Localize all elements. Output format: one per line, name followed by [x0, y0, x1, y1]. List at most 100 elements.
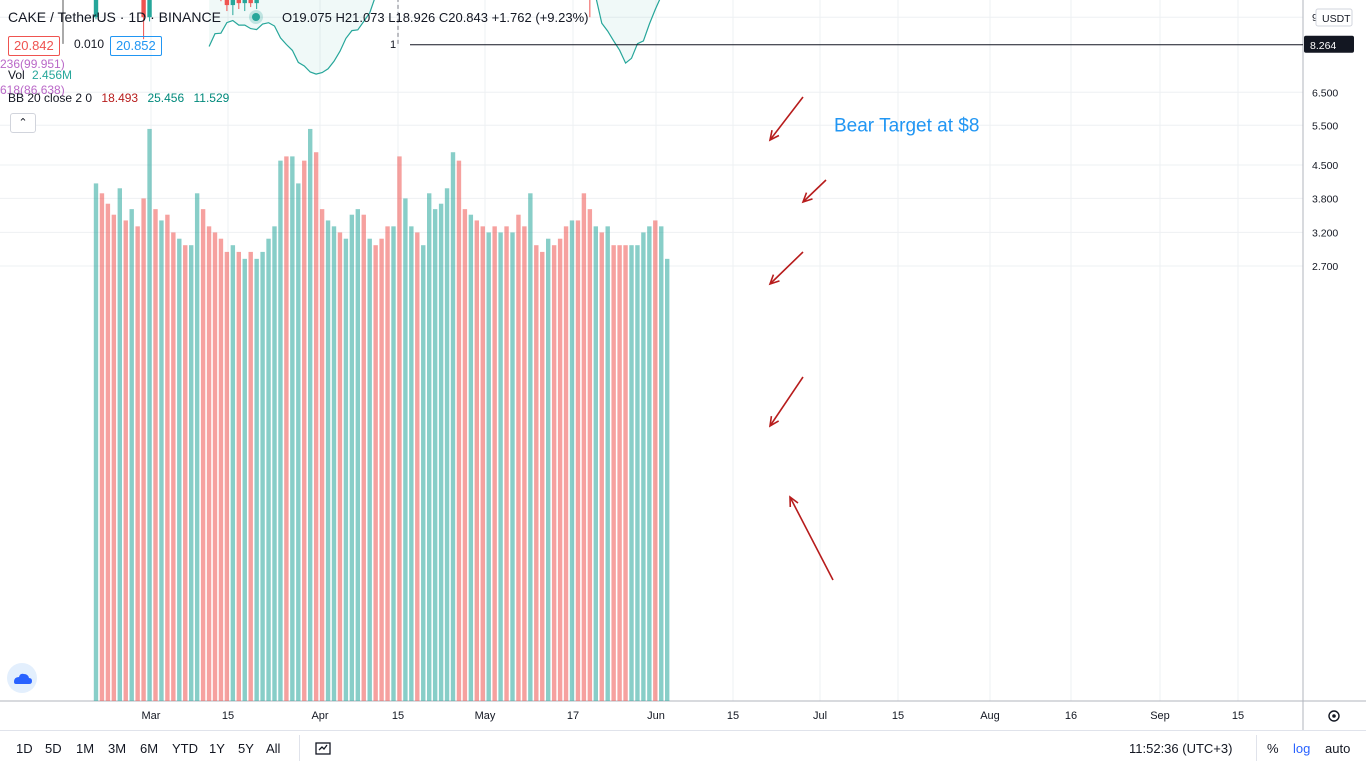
range-1y-button[interactable]: 1Y	[209, 741, 225, 756]
compare-icon[interactable]	[314, 739, 332, 760]
volume-bar	[409, 226, 414, 701]
volume-bar	[284, 156, 289, 701]
volume-bar	[331, 226, 337, 701]
volume-bar	[183, 245, 188, 701]
volume-bar	[653, 220, 658, 701]
volume-bar	[492, 226, 497, 701]
volume-bar	[397, 156, 402, 701]
market-open-dot	[252, 13, 260, 21]
volume-bar	[456, 160, 462, 701]
volume-bar	[230, 245, 236, 701]
auto-toggle[interactable]: auto	[1325, 741, 1351, 756]
candle-body	[147, 0, 152, 18]
volume-bar	[159, 220, 164, 701]
volume-bar	[468, 214, 474, 701]
range-3m-button[interactable]: 3M	[108, 741, 127, 756]
volume-bar	[218, 238, 224, 701]
price-tick-label: 6.500	[1312, 87, 1338, 99]
volume-bar	[93, 183, 99, 701]
price-tick-label: 2.700	[1312, 261, 1338, 273]
volume-bar	[427, 193, 432, 702]
volume-bar	[313, 152, 319, 701]
cloud-logo-icon[interactable]	[7, 663, 37, 693]
volume-bar	[319, 209, 325, 701]
annotation-arrow	[769, 96, 804, 141]
volume-bar	[373, 245, 378, 701]
level-price-badge	[1304, 35, 1354, 53]
range-1m-button[interactable]: 1M	[76, 741, 95, 756]
ohlc-readout: O19.075 H21.073 L18.926 C20.843 +1.762 (…	[282, 10, 589, 25]
range-6m-button[interactable]: 6M	[140, 741, 159, 756]
volume-bar	[212, 232, 218, 701]
volume-bar	[177, 238, 182, 701]
range-5d-button[interactable]: 5D	[45, 741, 62, 756]
time-tick-label: 15	[222, 710, 234, 722]
sell-price-box[interactable]: 20.842	[8, 36, 60, 56]
annotation-arrow-head	[768, 274, 780, 286]
volume-bar	[540, 251, 545, 702]
volume-legend[interactable]: Vol 2.456M	[8, 68, 72, 82]
time-tick-label: 15	[727, 710, 739, 722]
time-tick-label: Jun	[647, 710, 665, 722]
volume-bar	[510, 232, 515, 701]
collapse-legend-button[interactable]: ⌃	[10, 113, 36, 133]
volume-bar	[254, 258, 259, 701]
range-ytd-button[interactable]: YTD	[172, 741, 198, 756]
candle-body	[230, 0, 236, 6]
annotation-arrow-head	[768, 415, 780, 428]
volume-bar	[141, 198, 146, 702]
candle-body	[236, 0, 241, 4]
price-tick-label: 4.500	[1312, 160, 1338, 172]
time-tick-label: Sep	[1150, 710, 1170, 722]
range-1d-button[interactable]: 1D	[16, 741, 33, 756]
volume-bar	[605, 226, 610, 701]
volume-bar	[516, 214, 521, 701]
volume-bar	[391, 226, 396, 701]
volume-bar	[498, 232, 503, 701]
volume-bar	[474, 220, 479, 701]
gear-icon[interactable]	[1328, 710, 1340, 722]
volume-bar	[325, 220, 331, 701]
gear-icon-center	[1332, 714, 1336, 718]
volume-bar	[349, 214, 355, 701]
volume-bar	[117, 188, 122, 702]
volume-bar	[611, 245, 616, 701]
volume-bar	[367, 238, 372, 701]
range-all-button[interactable]: All	[266, 741, 281, 756]
candle-body	[254, 0, 259, 4]
volume-bar	[135, 226, 140, 701]
volume-bar	[546, 238, 551, 701]
volume-bar	[587, 209, 593, 701]
log-toggle[interactable]: log	[1293, 741, 1311, 756]
level-price-text: 8.264	[1310, 40, 1336, 52]
bottom-toolbar: 1D 5D 1M 3M 6M YTD 1Y 5Y All 11:52:36 (U…	[0, 730, 1366, 769]
annotation-arrow	[769, 376, 804, 427]
symbol-title[interactable]: CAKE / TetherUS · 1D · BINANCE	[8, 9, 221, 25]
volume-bar	[623, 245, 628, 701]
percent-toggle[interactable]: %	[1267, 741, 1279, 756]
annotation-arrow-head	[789, 495, 799, 508]
fib-label-b: 618(86.638)	[0, 83, 65, 97]
gear-icon-ring	[1328, 710, 1340, 722]
volume-bar	[432, 209, 438, 701]
bb-lower-value: 11.529	[193, 91, 230, 105]
annotation-arrow	[802, 179, 827, 203]
bb-lower-line	[208, 0, 661, 75]
time-tick-label: 16	[1065, 710, 1077, 722]
volume-bar	[617, 245, 622, 701]
volume-bar	[641, 232, 646, 701]
time-tick-label: 15	[1232, 710, 1244, 722]
annotation-arrow	[769, 251, 804, 285]
volume-bar	[147, 128, 152, 701]
volume-bar	[302, 160, 307, 701]
volume-bar	[266, 238, 271, 701]
volume-bar	[224, 251, 230, 702]
buy-price-box[interactable]: 20.852	[110, 36, 162, 56]
bb-legend[interactable]: BB 20 close 2 0 18.493 25.456 11.529	[8, 91, 229, 105]
clock-readout[interactable]: 11:52:36 (UTC+3)	[1129, 741, 1233, 756]
volume-bar	[480, 226, 485, 701]
volume-bar	[111, 214, 117, 701]
range-5y-button[interactable]: 5Y	[238, 741, 254, 756]
candle-body	[224, 0, 230, 6]
